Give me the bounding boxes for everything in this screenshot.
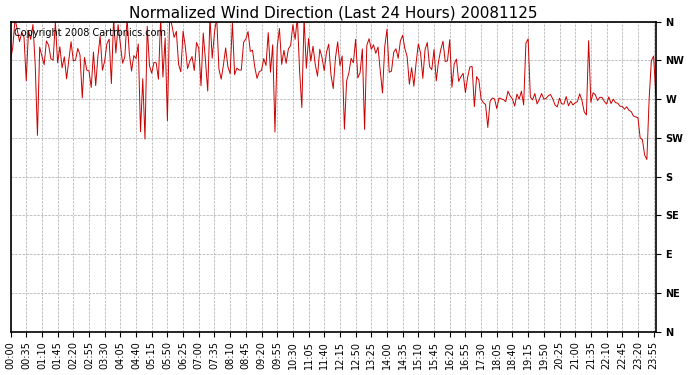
- Title: Normalized Wind Direction (Last 24 Hours) 20081125: Normalized Wind Direction (Last 24 Hours…: [129, 6, 538, 21]
- Text: Copyright 2008 Cartronics.com: Copyright 2008 Cartronics.com: [14, 28, 166, 38]
